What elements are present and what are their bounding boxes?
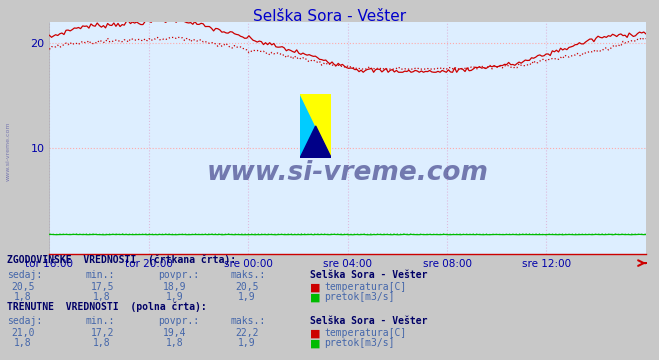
Text: Selška Sora - Vešter: Selška Sora - Vešter (253, 9, 406, 24)
Text: 19,4: 19,4 (163, 328, 186, 338)
Text: www.si-vreme.com: www.si-vreme.com (207, 159, 488, 185)
Text: 17,5: 17,5 (90, 282, 114, 292)
Text: 1,8: 1,8 (94, 338, 111, 348)
Text: ZGODOVINSKE  VREDNOSTI  (črtkana črta):: ZGODOVINSKE VREDNOSTI (črtkana črta): (7, 254, 236, 265)
Text: TRENUTNE  VREDNOSTI  (polna črta):: TRENUTNE VREDNOSTI (polna črta): (7, 301, 206, 312)
Text: 18,9: 18,9 (163, 282, 186, 292)
Text: maks.:: maks.: (231, 316, 266, 326)
Text: 1,8: 1,8 (166, 338, 183, 348)
Text: pretok[m3/s]: pretok[m3/s] (324, 338, 395, 348)
Text: 22,2: 22,2 (235, 328, 259, 338)
Text: 21,0: 21,0 (11, 328, 35, 338)
Text: sedaj:: sedaj: (7, 316, 42, 326)
Text: povpr.:: povpr.: (158, 270, 199, 280)
Text: min.:: min.: (86, 270, 115, 280)
Text: www.si-vreme.com: www.si-vreme.com (5, 121, 11, 181)
Text: povpr.:: povpr.: (158, 316, 199, 326)
Polygon shape (300, 126, 331, 158)
Polygon shape (300, 94, 331, 158)
Text: ■: ■ (310, 339, 320, 349)
Text: ■: ■ (310, 329, 320, 339)
Text: 1,9: 1,9 (239, 338, 256, 348)
Text: Selška Sora - Vešter: Selška Sora - Vešter (310, 270, 427, 280)
Text: 1,8: 1,8 (14, 338, 32, 348)
Text: 17,2: 17,2 (90, 328, 114, 338)
Text: 1,8: 1,8 (14, 292, 32, 302)
Text: pretok[m3/s]: pretok[m3/s] (324, 292, 395, 302)
Text: Selška Sora - Vešter: Selška Sora - Vešter (310, 316, 427, 326)
Polygon shape (300, 94, 331, 158)
Text: 20,5: 20,5 (11, 282, 35, 292)
Text: ■: ■ (310, 283, 320, 293)
Text: 20,5: 20,5 (235, 282, 259, 292)
Text: temperatura[C]: temperatura[C] (324, 328, 407, 338)
Text: sedaj:: sedaj: (7, 270, 42, 280)
Text: min.:: min.: (86, 316, 115, 326)
Text: temperatura[C]: temperatura[C] (324, 282, 407, 292)
Text: 1,9: 1,9 (239, 292, 256, 302)
Text: 1,8: 1,8 (94, 292, 111, 302)
Text: ■: ■ (310, 293, 320, 303)
Text: maks.:: maks.: (231, 270, 266, 280)
Text: 1,9: 1,9 (166, 292, 183, 302)
